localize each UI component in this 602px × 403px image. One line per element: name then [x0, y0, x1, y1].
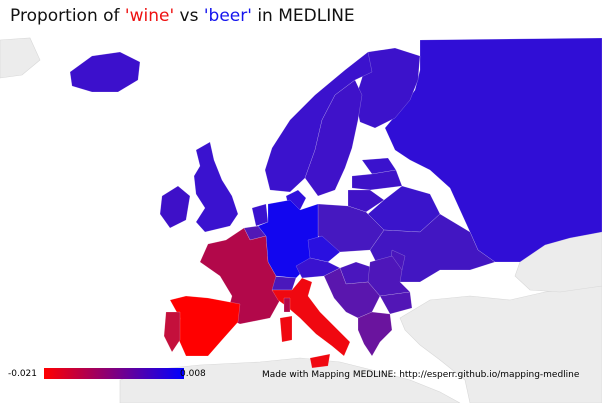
- map-title: Proportion of 'wine' vs 'beer' in MEDLIN…: [10, 6, 355, 26]
- region-iceland: [69, 51, 141, 93]
- term-beer: 'beer': [203, 6, 252, 26]
- legend-max-label: 0.008: [180, 369, 206, 379]
- region-sweden: [304, 79, 363, 197]
- region-ireland: [159, 185, 191, 229]
- region-lithuania: [347, 189, 385, 213]
- region-bulgaria: [379, 291, 413, 315]
- region-balkans: [323, 267, 381, 319]
- region-corsica: [283, 297, 291, 313]
- region-czechia: [307, 235, 341, 263]
- land-anatolia-middle-east: [399, 285, 602, 403]
- land-greenland-edge: [0, 37, 41, 79]
- legend-gradient-bar: [44, 368, 184, 379]
- region-greece: [357, 311, 393, 357]
- legend-min-label: -0.021: [8, 369, 38, 379]
- region-sardinia: [279, 315, 293, 343]
- region-italy: [271, 277, 351, 357]
- term-wine: 'wine': [124, 6, 175, 26]
- credit-text: Made with Mapping MEDLINE: http://esperr…: [262, 370, 580, 380]
- region-portugal: [163, 311, 181, 353]
- region-sicily: [309, 353, 331, 369]
- region-uk: [193, 141, 239, 233]
